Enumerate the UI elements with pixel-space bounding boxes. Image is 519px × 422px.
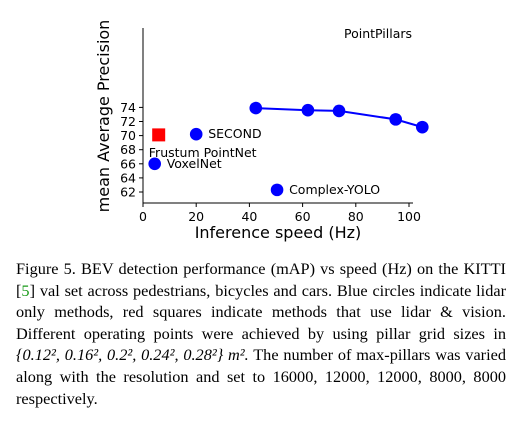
pointpillars-marker [301, 103, 315, 117]
frustum-pointnet-label: Frustum PointNet [149, 145, 257, 160]
second-marker [189, 127, 203, 141]
y-tick-label: 62 [120, 185, 136, 200]
y-tick-label: 68 [120, 142, 136, 157]
grid-size-set: {0.12², 0.16², 0.2², 0.24², 0.28²} m². [16, 345, 249, 365]
voxelnet-marker [148, 157, 162, 171]
pointpillars-marker [416, 120, 429, 134]
y-axis-title: mean Average Precision [94, 20, 113, 213]
y-tick-label: 64 [120, 170, 136, 185]
figure-caption: Figure 5. BEV detection performance (mAP… [16, 258, 506, 409]
frustum-pointnet-marker [152, 128, 166, 142]
series-labels: PointPillars SECOND VoxelNet Complex-YOLO Fr… [149, 26, 412, 197]
plot-area [148, 101, 429, 197]
x-axis-title: Inference speed (Hz) [195, 223, 362, 242]
y-tick-label: 72 [120, 114, 136, 129]
y-tick-label: 70 [120, 128, 136, 143]
caption-text-2: ] val set across pedestrians, bicycles a… [16, 280, 506, 343]
pointpillars-label: PointPillars [344, 26, 412, 41]
y-tick-label: 66 [120, 156, 136, 171]
citation-link[interactable]: 5 [21, 280, 30, 300]
pointpillars-marker [249, 101, 263, 115]
x-tick-label: 80 [348, 209, 364, 224]
x-tick-label: 20 [188, 209, 204, 224]
y-tick-label: 74 [120, 100, 136, 115]
figure: 0 20 40 60 80 100 62 64 66 68 70 72 74 Inference sp… [16, 20, 506, 408]
complex-yolo-marker [270, 183, 284, 197]
caption-text-3: The number of max-pillars was varied alo… [16, 345, 506, 408]
x-tick-label: 40 [241, 209, 257, 224]
caption-text-1: BEV detection performance (mAP) vs speed… [16, 259, 506, 300]
x-tick-label: 0 [139, 209, 147, 224]
pointpillars-marker [389, 113, 403, 126]
x-tick-label: 60 [295, 209, 311, 224]
voxelnet-label: VoxelNet [167, 156, 222, 171]
pointpillars-marker [332, 104, 346, 118]
complex-yolo-label: Complex-YOLO [289, 182, 380, 197]
x-tick-label: 100 [397, 209, 421, 224]
caption-label: Figure 5. [16, 259, 76, 278]
second-label: SECOND [208, 126, 261, 141]
x-ticks: 0 20 40 60 80 100 [139, 203, 421, 224]
